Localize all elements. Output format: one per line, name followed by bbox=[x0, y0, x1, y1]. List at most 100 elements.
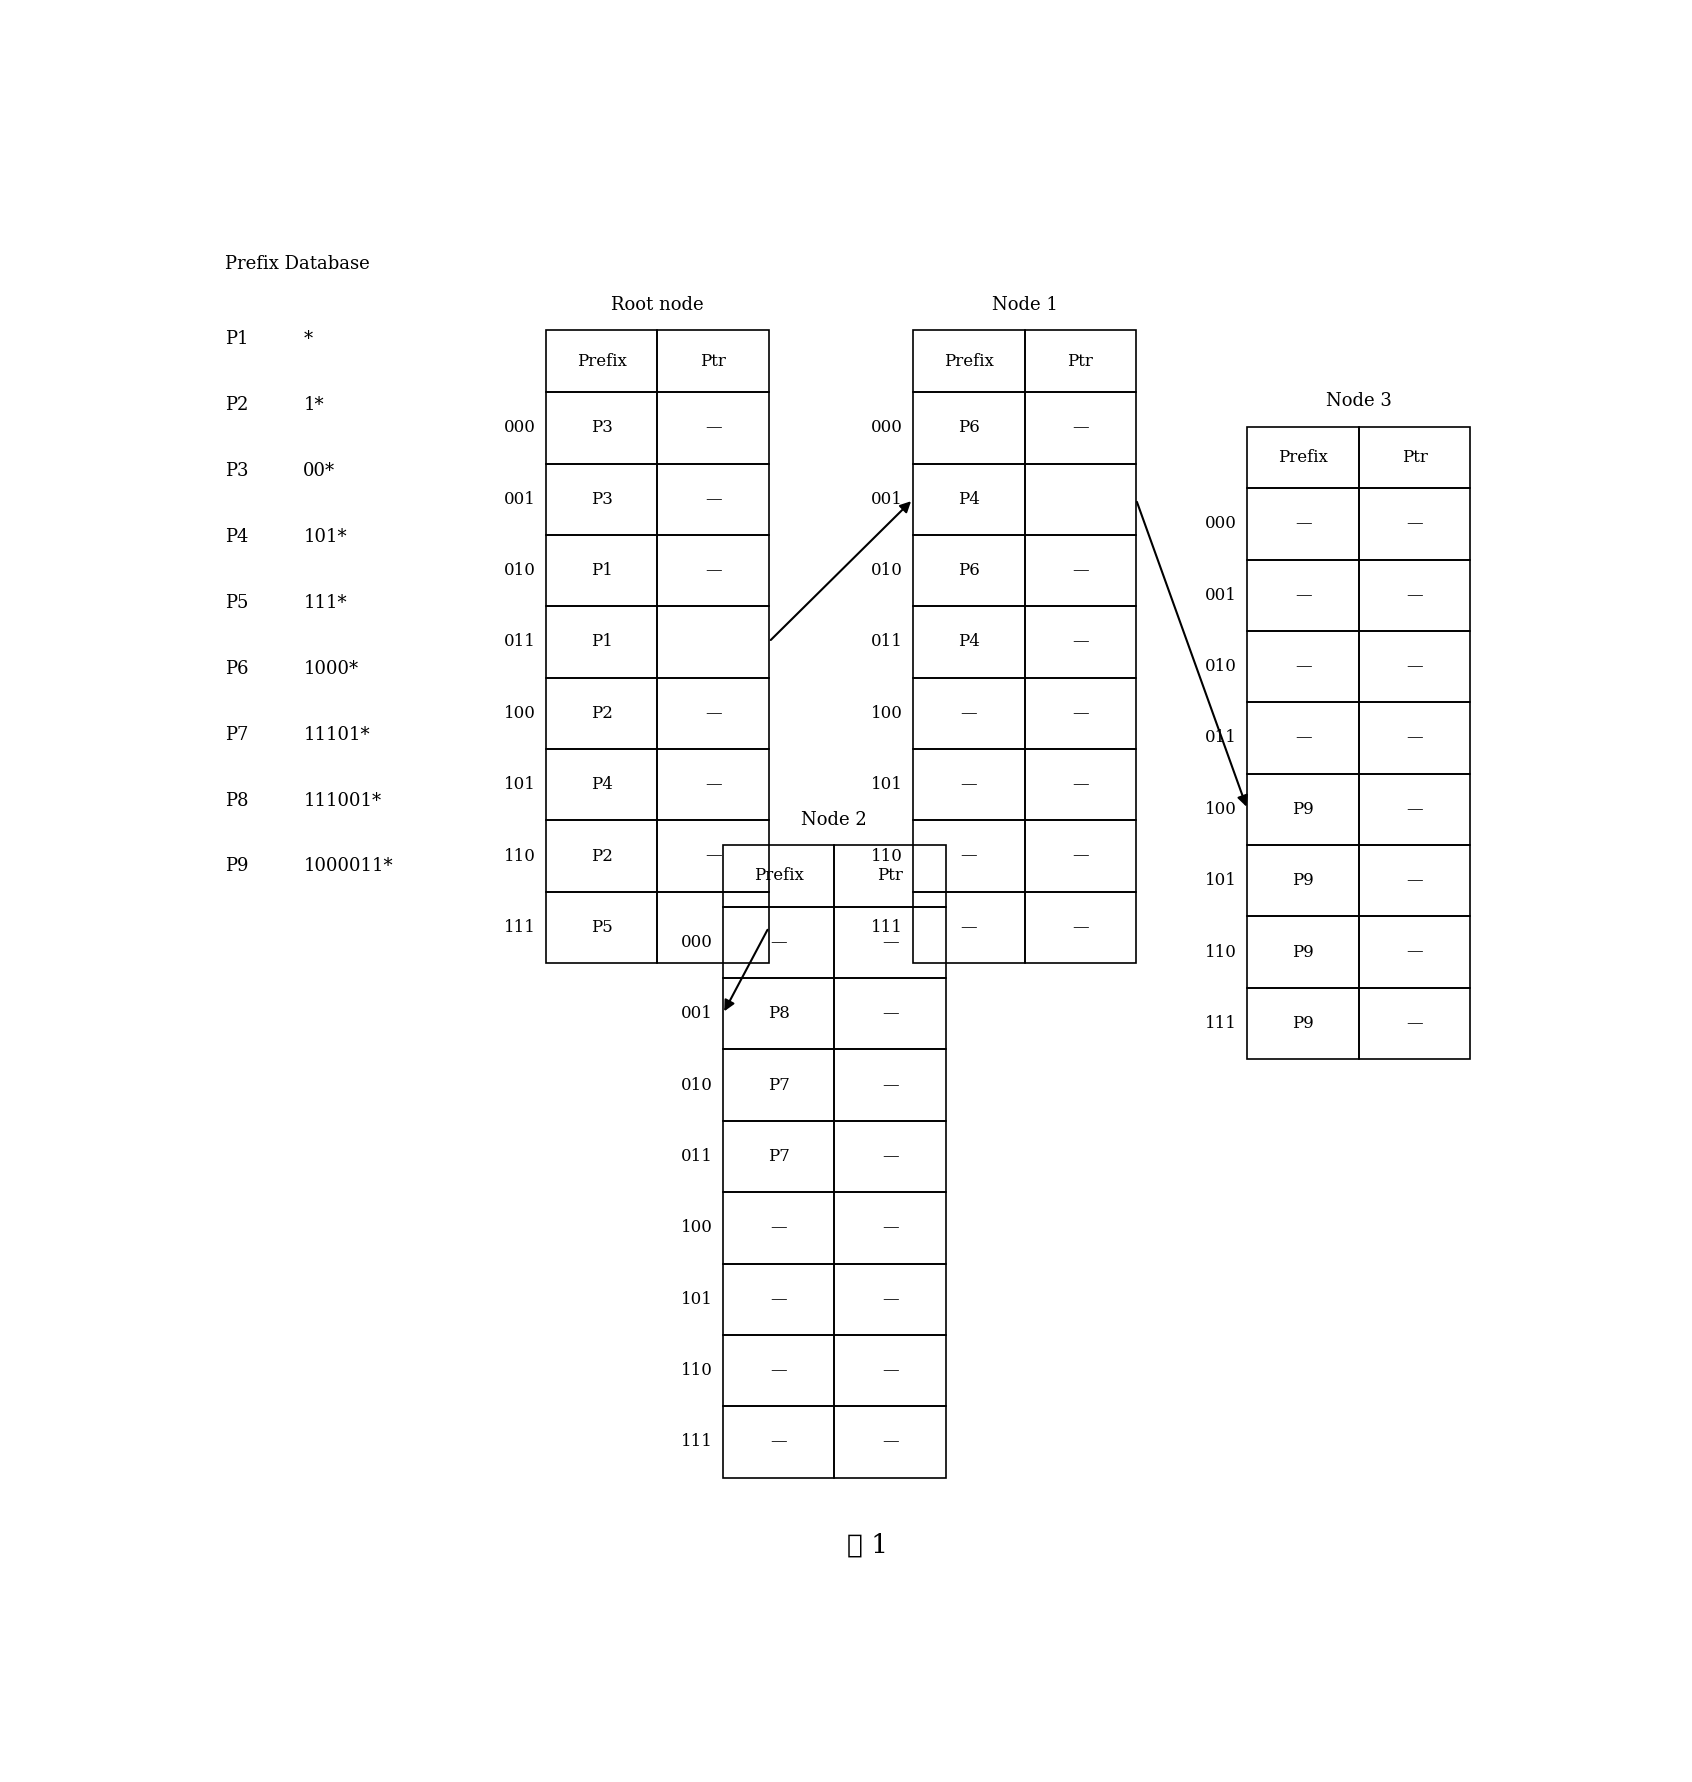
Text: —: — bbox=[706, 490, 721, 508]
Text: 011: 011 bbox=[1205, 729, 1237, 747]
Bar bbox=[834, 1335, 946, 1406]
Bar bbox=[722, 845, 834, 907]
Text: —: — bbox=[1073, 920, 1088, 936]
Bar bbox=[1247, 845, 1359, 916]
Text: Prefix: Prefix bbox=[944, 353, 993, 371]
Text: 110: 110 bbox=[504, 848, 535, 864]
Bar bbox=[834, 907, 946, 978]
Text: —: — bbox=[1073, 706, 1088, 722]
Text: Ptr: Ptr bbox=[1068, 353, 1093, 371]
Text: 111: 111 bbox=[680, 1433, 712, 1451]
Bar bbox=[547, 748, 656, 820]
Text: Ptr: Ptr bbox=[876, 868, 904, 884]
Bar bbox=[1359, 987, 1470, 1059]
Text: —: — bbox=[770, 1361, 787, 1379]
Text: *: * bbox=[303, 330, 313, 349]
Text: P8: P8 bbox=[225, 791, 249, 809]
Bar bbox=[834, 1263, 946, 1335]
Bar bbox=[547, 463, 656, 535]
Text: 111*: 111* bbox=[303, 593, 347, 611]
Text: Prefix: Prefix bbox=[577, 353, 626, 371]
Bar bbox=[1024, 748, 1135, 820]
Text: —: — bbox=[770, 1219, 787, 1237]
Text: P5: P5 bbox=[225, 593, 249, 611]
Text: —: — bbox=[961, 777, 976, 793]
Text: 101: 101 bbox=[1205, 871, 1237, 889]
Bar bbox=[722, 1335, 834, 1406]
Bar bbox=[1359, 916, 1470, 987]
Bar bbox=[656, 392, 768, 463]
Bar bbox=[547, 677, 656, 748]
Text: P9: P9 bbox=[1293, 1016, 1315, 1032]
Bar bbox=[914, 330, 1024, 392]
Text: Prefix: Prefix bbox=[753, 868, 804, 884]
Bar bbox=[914, 535, 1024, 606]
Text: —: — bbox=[1073, 419, 1088, 437]
Text: —: — bbox=[706, 706, 721, 722]
Text: —: — bbox=[1073, 777, 1088, 793]
Text: —: — bbox=[882, 1219, 898, 1237]
Text: P9: P9 bbox=[1293, 943, 1315, 960]
Bar bbox=[1024, 463, 1135, 535]
Text: —: — bbox=[1073, 848, 1088, 864]
Bar bbox=[914, 392, 1024, 463]
Text: 100: 100 bbox=[680, 1219, 712, 1237]
Bar bbox=[656, 820, 768, 891]
Text: P2: P2 bbox=[591, 706, 613, 722]
Text: 图 1: 图 1 bbox=[846, 1533, 888, 1557]
Text: —: — bbox=[882, 1076, 898, 1094]
Text: P4: P4 bbox=[958, 633, 980, 650]
Text: Node 3: Node 3 bbox=[1327, 392, 1393, 410]
Text: —: — bbox=[770, 934, 787, 952]
Bar bbox=[834, 1121, 946, 1192]
Text: —: — bbox=[770, 1433, 787, 1451]
Text: 111: 111 bbox=[504, 920, 535, 936]
Text: P1: P1 bbox=[225, 330, 249, 349]
Text: Ptr: Ptr bbox=[700, 353, 726, 371]
Text: —: — bbox=[1294, 586, 1311, 604]
Text: —: — bbox=[961, 706, 976, 722]
Text: —: — bbox=[770, 1290, 787, 1308]
Text: 011: 011 bbox=[871, 633, 902, 650]
Bar bbox=[722, 1121, 834, 1192]
Text: —: — bbox=[706, 561, 721, 579]
Bar bbox=[1024, 535, 1135, 606]
Text: P7: P7 bbox=[768, 1076, 790, 1094]
Text: —: — bbox=[1073, 633, 1088, 650]
Text: 000: 000 bbox=[871, 419, 902, 437]
Bar bbox=[1247, 702, 1359, 773]
Text: —: — bbox=[1406, 658, 1423, 675]
Text: 010: 010 bbox=[504, 561, 535, 579]
Text: —: — bbox=[882, 1005, 898, 1023]
Text: —: — bbox=[882, 934, 898, 952]
Bar bbox=[1359, 560, 1470, 631]
Text: —: — bbox=[1406, 729, 1423, 747]
Bar bbox=[547, 392, 656, 463]
Text: P1: P1 bbox=[591, 633, 613, 650]
Bar bbox=[914, 463, 1024, 535]
Text: P8: P8 bbox=[768, 1005, 790, 1023]
Text: 00*: 00* bbox=[303, 462, 335, 479]
Text: —: — bbox=[706, 777, 721, 793]
Text: 000: 000 bbox=[1205, 515, 1237, 533]
Text: Node 2: Node 2 bbox=[802, 811, 868, 829]
Bar bbox=[1247, 560, 1359, 631]
Text: P9: P9 bbox=[1293, 800, 1315, 818]
Text: —: — bbox=[1406, 800, 1423, 818]
Text: P7: P7 bbox=[225, 725, 249, 743]
Text: P6: P6 bbox=[225, 659, 249, 677]
Text: —: — bbox=[1406, 943, 1423, 960]
Bar bbox=[722, 1192, 834, 1263]
Bar bbox=[1024, 891, 1135, 962]
Bar bbox=[1024, 392, 1135, 463]
Text: P2: P2 bbox=[225, 396, 249, 415]
Text: 001: 001 bbox=[504, 490, 535, 508]
Text: Prefix Database: Prefix Database bbox=[225, 255, 369, 273]
Text: Root node: Root node bbox=[611, 296, 704, 314]
Text: —: — bbox=[961, 848, 976, 864]
Bar bbox=[914, 606, 1024, 677]
Text: P9: P9 bbox=[225, 857, 249, 875]
Bar bbox=[656, 535, 768, 606]
Text: P4: P4 bbox=[591, 777, 613, 793]
Text: P5: P5 bbox=[591, 920, 613, 936]
